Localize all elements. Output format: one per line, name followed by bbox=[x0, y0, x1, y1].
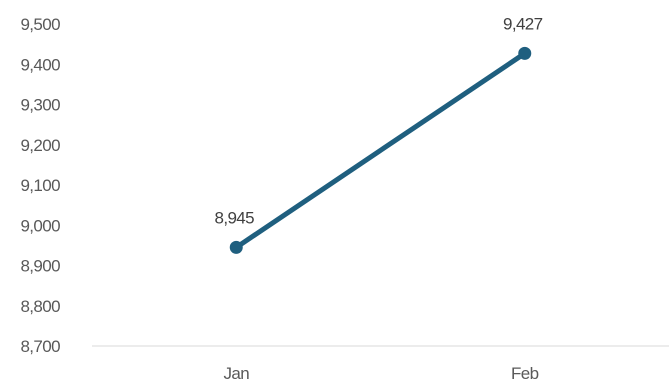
y-tick-label: 8,900 bbox=[20, 257, 60, 276]
data-labels: 8,945 9,427 bbox=[214, 14, 543, 227]
y-tick-label: 8,700 bbox=[20, 337, 60, 356]
x-axis-ticks: Jan Feb bbox=[223, 364, 539, 383]
y-tick-label: 9,400 bbox=[20, 55, 60, 74]
series-group bbox=[229, 46, 532, 254]
data-label: 8,945 bbox=[214, 208, 254, 227]
x-tick-label: Feb bbox=[511, 364, 539, 383]
y-tick-label: 9,100 bbox=[20, 176, 60, 195]
y-tick-label: 8,800 bbox=[20, 297, 60, 316]
y-axis-ticks: 8,700 8,800 8,900 9,000 9,100 9,200 9,300 9,400… bbox=[20, 15, 60, 356]
y-tick-label: 9,500 bbox=[20, 15, 60, 34]
data-label: 9,427 bbox=[503, 14, 543, 33]
series-line bbox=[233, 50, 528, 250]
y-tick-label: 9,300 bbox=[20, 96, 60, 115]
data-point bbox=[518, 46, 532, 60]
y-tick-label: 9,000 bbox=[20, 216, 60, 235]
y-tick-label: 9,200 bbox=[20, 136, 60, 155]
data-point bbox=[229, 240, 243, 254]
x-tick-label: Jan bbox=[223, 364, 249, 383]
